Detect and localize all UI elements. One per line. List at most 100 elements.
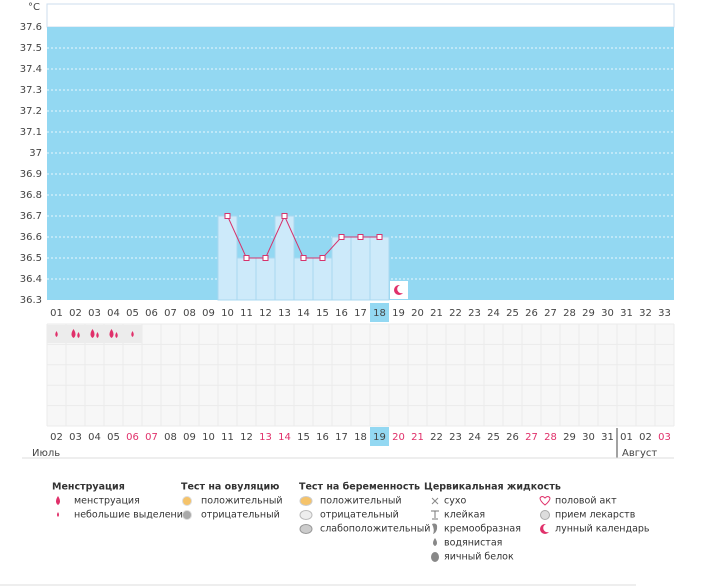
x-tick-label: 32 <box>639 308 652 319</box>
icon <box>432 523 438 534</box>
date-label: 18 <box>354 432 367 443</box>
date-label: 12 <box>240 432 253 443</box>
date-label: 07 <box>145 432 158 443</box>
legend: Менструация менструация небольшие выделе… <box>52 482 650 563</box>
x-tick-label: 19 <box>392 308 405 319</box>
y-tick-label: 36.7 <box>20 211 42 222</box>
menstruation-icon <box>90 329 99 338</box>
legend-item: отрицательный <box>201 510 280 521</box>
y-tick-label: 37.6 <box>20 22 42 33</box>
point <box>319 255 326 261</box>
highlight-cell <box>370 303 389 322</box>
date-label: 16 <box>316 432 329 443</box>
x-tick-label: 26 <box>525 308 538 319</box>
date-label: 02 <box>50 432 63 443</box>
bar <box>350 236 371 301</box>
bar <box>217 215 238 301</box>
legend-item: водянистая <box>444 538 502 549</box>
y-tick-label: 37.3 <box>20 85 42 96</box>
point <box>338 234 345 240</box>
bar <box>274 215 295 301</box>
x-tick-label: 05 <box>126 308 139 319</box>
x-tick-label: 13 <box>278 308 291 319</box>
icon <box>431 497 439 505</box>
legend-item: лунный календарь <box>555 524 650 535</box>
notes-grid <box>47 324 674 426</box>
icon <box>299 524 313 534</box>
legend-item: небольшие выделения <box>74 510 189 521</box>
symbol-cell <box>85 325 104 343</box>
date-label: 03 <box>658 432 671 443</box>
symbol-cell <box>66 325 85 343</box>
x-tick-label: 10 <box>221 308 234 319</box>
x-tick-label: 28 <box>563 308 576 319</box>
bar <box>236 257 257 301</box>
icon <box>56 496 60 505</box>
legend-item: яичный белок <box>444 552 514 563</box>
bar <box>293 257 314 301</box>
x-tick-label: 12 <box>259 308 272 319</box>
point <box>300 255 307 261</box>
date-label: 25 <box>487 432 500 443</box>
legend-title: Цервикальная жидкость <box>424 482 561 493</box>
highlight-cell <box>370 427 389 446</box>
date-label: 09 <box>183 432 196 443</box>
legend-item: менструация <box>74 496 140 507</box>
date-label: 03 <box>69 432 82 443</box>
icon <box>182 510 192 520</box>
y-tick-label: 36.8 <box>20 190 42 201</box>
y-tick-label: 36.6 <box>20 232 42 243</box>
x-tick-label: 20 <box>411 308 424 319</box>
top-strip <box>46 3 675 28</box>
date-label: 01 <box>620 432 633 443</box>
x-tick-label: 31 <box>620 308 633 319</box>
y-tick-label: 37.1 <box>20 127 42 138</box>
x-tick-label: 16 <box>335 308 348 319</box>
date-label: 28 <box>544 432 557 443</box>
date-label: 04 <box>88 432 101 443</box>
date-label: 29 <box>563 432 576 443</box>
y-tick-label: 37.2 <box>20 106 42 117</box>
x-tick-label: 01 <box>50 308 63 319</box>
x-tick-label: 17 <box>354 308 367 319</box>
x-tick-label: 11 <box>240 308 253 319</box>
icon <box>543 523 552 533</box>
date-label: 02 <box>639 432 652 443</box>
y-tick-label: 37.4 <box>20 64 42 75</box>
x-tick-label: 21 <box>430 308 443 319</box>
y-tick-label: 36.5 <box>20 253 42 264</box>
x-tick-label: 02 <box>69 308 82 319</box>
date-label: 23 <box>449 432 462 443</box>
point <box>357 234 364 240</box>
date-label: 31 <box>601 432 614 443</box>
icon <box>431 510 439 520</box>
legend-item: сухо <box>444 496 466 507</box>
icon <box>299 510 313 520</box>
date-label: 13 <box>259 432 272 443</box>
point <box>262 255 269 261</box>
point <box>376 234 383 240</box>
date-label: 14 <box>278 432 291 443</box>
date-label: 22 <box>430 432 443 443</box>
x-tick-label: 09 <box>202 308 215 319</box>
bar <box>331 236 352 301</box>
bar <box>255 257 276 301</box>
x-tick-label: 03 <box>88 308 101 319</box>
legend-item: положительный <box>201 496 283 507</box>
x-tick-label: 07 <box>164 308 177 319</box>
month-label: Июль <box>32 448 60 459</box>
x-tick-label: 22 <box>449 308 462 319</box>
x-tick-label: 06 <box>145 308 158 319</box>
y-tick-label: 37 <box>29 148 42 159</box>
legend-item: прием лекарств <box>555 510 636 521</box>
x-tick-label: 30 <box>601 308 614 319</box>
legend-title: Тест на овуляцию <box>181 482 279 493</box>
date-label: 05 <box>107 432 120 443</box>
date-label: 08 <box>164 432 177 443</box>
menstruation-icon <box>109 329 118 338</box>
x-tick-label: 23 <box>468 308 481 319</box>
date-label: 24 <box>468 432 481 443</box>
x-tick-label: 14 <box>297 308 310 319</box>
y-tick-label: 37.5 <box>20 43 42 54</box>
